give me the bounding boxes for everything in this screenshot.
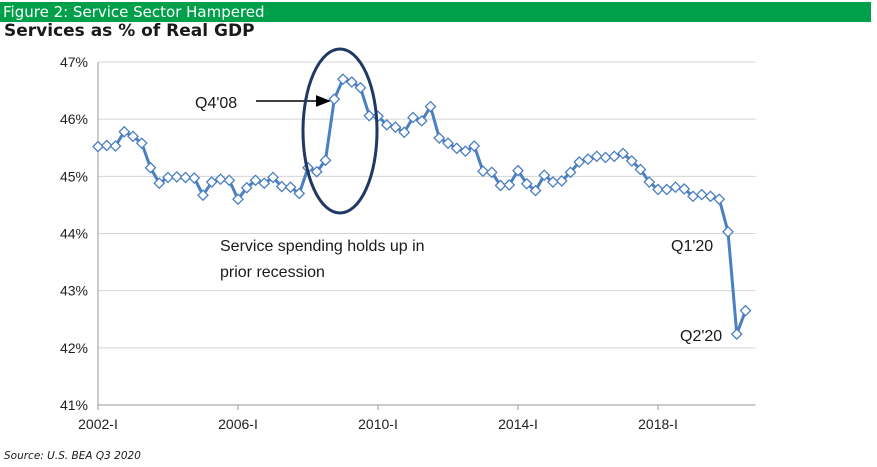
data-point [407, 111, 419, 124]
data-point [643, 176, 656, 188]
data-point [92, 140, 104, 153]
axes [97, 62, 756, 410]
annotations: Q4'08 Service spending holds up in prior r… [195, 47, 722, 345]
data-point [170, 170, 183, 183]
data-point [538, 169, 551, 182]
y-tick-label: 43% [60, 283, 88, 299]
y-tick-label: 42% [60, 340, 88, 356]
data-point [197, 189, 209, 202]
data-point [354, 81, 367, 94]
data-point [503, 178, 516, 191]
data-point [144, 161, 157, 174]
x-tick-label: 2018-I [638, 416, 678, 432]
data-point [109, 140, 122, 152]
x-tick-label: 2006-I [218, 416, 258, 432]
data-point [573, 156, 586, 168]
data-point [153, 177, 166, 190]
source-note: Source: U.S. BEA Q3 2020 [4, 450, 141, 462]
y-tick-label: 44% [60, 226, 88, 242]
data-point [328, 93, 341, 106]
data-point [529, 184, 542, 197]
data-point [433, 132, 446, 144]
annotation-note-line1: Service spending holds up in [220, 238, 425, 255]
data-point [310, 165, 323, 178]
data-point [704, 190, 717, 203]
data-point [590, 150, 603, 163]
data-point [450, 142, 463, 155]
data-point [135, 137, 148, 150]
data-point [713, 193, 726, 206]
data-point [520, 177, 533, 190]
data-point [127, 130, 139, 143]
y-tick-label: 47% [60, 54, 88, 70]
data-point [494, 179, 507, 192]
data-point [275, 180, 288, 193]
data-point [617, 147, 629, 160]
chart-title: Services as % of Real GDP [4, 21, 255, 41]
data-point [695, 188, 708, 201]
data-point [389, 121, 402, 134]
data-point [547, 176, 559, 188]
data-point [485, 166, 498, 179]
y-tick-label: 45% [60, 168, 88, 184]
data-point [722, 225, 734, 238]
data-point [118, 125, 131, 138]
data-point [608, 150, 621, 163]
data-point [319, 154, 332, 167]
annotation-q4-08: Q4'08 [195, 95, 237, 112]
data-point [459, 145, 472, 158]
data-point [398, 126, 411, 139]
data-point [660, 183, 673, 196]
data-point [240, 181, 253, 194]
data-point [730, 328, 743, 341]
data-point [188, 172, 201, 184]
y-tick-labels: 41% 42% 43% 44% 45% 46% 47% [60, 54, 88, 413]
data-point [258, 177, 271, 190]
data-point [678, 182, 691, 195]
data-point [205, 176, 218, 188]
data-point [512, 164, 524, 177]
data-point [293, 187, 306, 200]
recession-highlight-ellipse [301, 47, 379, 215]
data-point [380, 118, 393, 131]
x-tick-labels: 2002-I 2006-I 2010-I 2014-I 2018-I [78, 416, 678, 432]
data-point [634, 163, 647, 176]
data-point [564, 166, 577, 179]
x-tick-label: 2002-I [78, 416, 118, 432]
data-point [345, 76, 358, 88]
data-point [337, 73, 349, 86]
x-tick-label: 2010-I [358, 416, 398, 432]
data-point [555, 174, 568, 187]
series-services-share [92, 73, 752, 341]
annotation-q1-20: Q1'20 [671, 238, 713, 255]
y-tick-label: 41% [60, 397, 88, 413]
figure-header: Figure 2: Service Sector Hampered [0, 2, 871, 22]
data-point [162, 171, 174, 184]
data-point [100, 139, 113, 152]
data-point [652, 183, 664, 196]
data-point [625, 154, 638, 167]
data-point [599, 151, 612, 164]
data-point [249, 174, 262, 187]
data-point [415, 114, 428, 127]
data-point [179, 171, 192, 184]
data-point [669, 181, 682, 194]
data-point [468, 140, 481, 152]
y-tick-label: 46% [60, 111, 88, 127]
data-point [214, 173, 227, 186]
data-point [582, 153, 594, 166]
data-point [232, 193, 244, 206]
data-point [363, 109, 376, 122]
data-point [267, 171, 279, 184]
data-point [424, 100, 437, 113]
data-point [284, 181, 297, 194]
data-point [442, 137, 454, 150]
x-tick-label: 2014-I [498, 416, 538, 432]
data-point [477, 165, 489, 178]
annotation-q2-20: Q2'20 [680, 328, 722, 345]
data-point [739, 304, 752, 317]
annotation-note-line2: prior recession [220, 264, 325, 281]
data-point [223, 174, 236, 187]
